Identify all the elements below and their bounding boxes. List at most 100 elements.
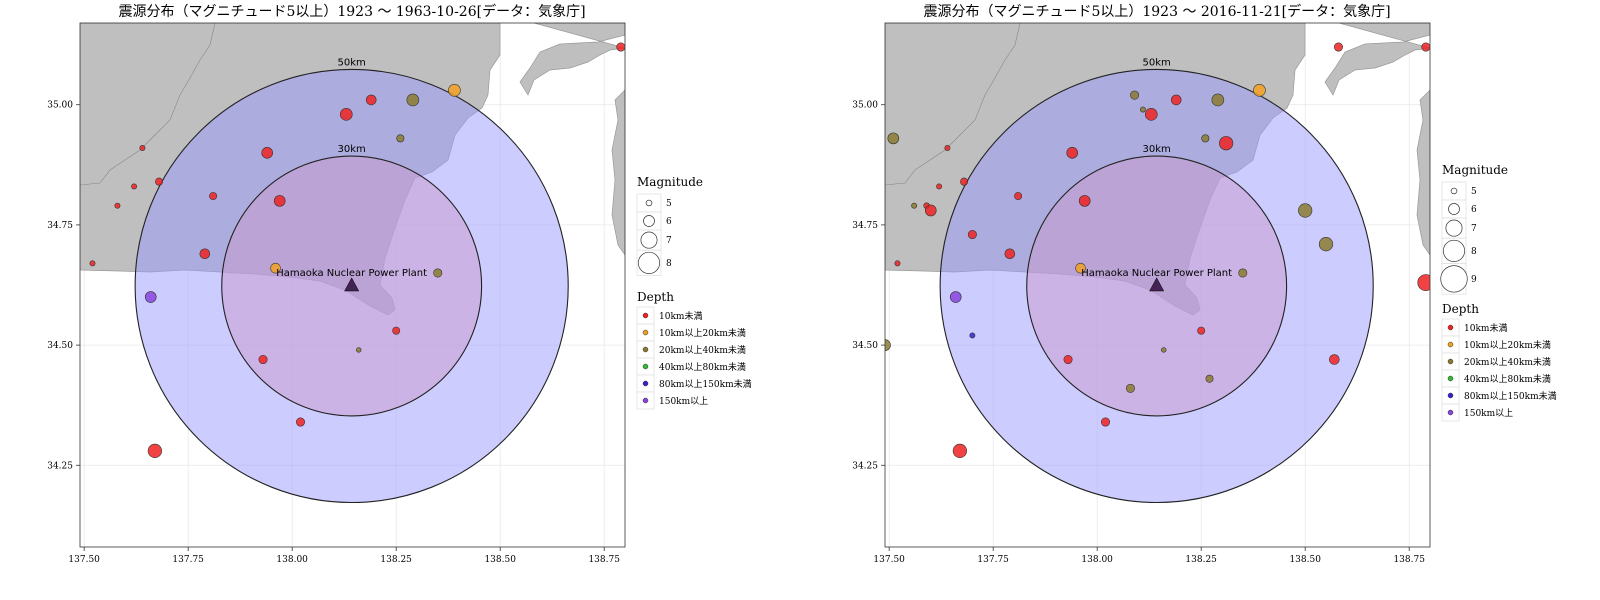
land-mass [1324,23,1430,96]
quake-point [1421,42,1430,52]
quake-point [911,202,918,209]
depth-legend: Depth 10km未満 10km以上20km未満 20km以上40km未満 40km… [636,290,752,410]
quake-point [1014,192,1023,201]
depth-legend-label: 150km以上 [659,396,708,407]
depth-legend-label: 10km以上20km未満 [1464,339,1551,351]
depth-legend-label: 10km未満 [659,310,702,322]
quake-point [1197,326,1206,335]
quake-point [969,332,976,339]
magnitude-legend-label: 5 [666,199,672,209]
quake-point [949,291,962,303]
depth-legend-title: Depth [1442,302,1479,316]
quake-point [139,145,146,151]
depth-legend-dot [1447,409,1454,416]
x-tick-label: 138.50 [484,555,516,565]
y-tick-label: 34.75 [852,221,878,231]
quake-point [155,177,164,186]
x-tick-label: 138.50 [1289,555,1321,565]
quake-point [1333,42,1343,52]
x-tick-label: 138.75 [588,555,620,565]
quake-point [1211,93,1225,107]
x-tick-label: 138.75 [1393,555,1425,565]
coastline [80,23,216,186]
depth-legend-label: 80km以上150km未満 [659,378,752,390]
depth-legend-label: 20km以上40km未満 [1464,356,1551,368]
magnitude-legend-title: Magnitude [1442,163,1508,177]
depth-legend-title: Depth [637,290,674,304]
magnitude-legend-label: 5 [1471,187,1477,197]
magnitude-legend-label: 8 [666,259,672,269]
quake-point [270,262,281,274]
quake-point [1125,383,1135,393]
y-tick-label: 35.00 [47,101,73,111]
quake-point [1130,90,1140,100]
magnitude-legend-label: 7 [1471,224,1477,234]
depth-legend-dot [1447,341,1454,348]
magnitude-legend-circle [640,231,658,249]
quake-point [1318,237,1334,252]
ring-label: 50km [1143,57,1171,68]
y-tick-label: 35.00 [852,101,878,111]
x-tick-label: 137.75 [172,555,204,565]
quake-point [936,183,943,190]
quake-points [885,42,1430,458]
quake-point [1063,355,1073,365]
quake-point [356,347,362,353]
depth-legend-label: 10km以上20km未満 [659,327,746,339]
quake-point [295,417,305,427]
x-tick-label: 137.50 [873,555,905,565]
quake-point [1004,248,1016,260]
quake-point [131,183,138,190]
quake-point [944,145,951,151]
quake-point [199,248,211,260]
magnitude-legend-label: 6 [666,217,672,227]
depth-legend-label: 150km以上 [1464,408,1513,419]
magnitude-legend-circle [1442,239,1466,262]
quake-point [1139,106,1146,113]
x-tick-label: 138.00 [1081,555,1113,565]
quake-point [1298,203,1313,218]
quake-point [967,230,977,240]
plant-label: Hamaoka Nuclear Power Plant [276,268,427,279]
y-axis: 34.25 34.50 34.75 35.00 [852,101,885,471]
magnitude-legend-circle [645,199,653,207]
coastline [885,23,1021,186]
depth-legend-dot [1447,392,1454,399]
map-panel-left: 震源分布（マグニチュード5以上）1923 ～ 1963-10-26[データ：気象… [47,3,751,565]
depth-legend-dot [642,380,649,387]
depth-legend-label: 80km以上150km未満 [1464,390,1557,402]
magnitude-legend-label: 9 [1471,275,1477,285]
quake-point [1238,268,1248,278]
magnitude-legend-label: 7 [666,236,672,246]
quake-point [924,204,937,217]
quake-point [261,146,274,159]
quake-point [952,443,967,458]
x-tick-label: 138.00 [276,555,308,565]
nuclear-plant-triangle-icon [1149,277,1165,292]
depth-legend-dot [642,363,649,370]
y-axis: 34.25 34.50 34.75 35.00 [47,101,80,471]
magnitude-legend-circle [1445,219,1463,237]
magnitude-legend-circle [643,215,655,227]
magnitude-legend-label: 6 [1471,205,1477,215]
magnitude-legend-circle [1448,203,1460,215]
quake-point [433,268,443,278]
quake-point [1144,108,1158,121]
y-tick-label: 34.50 [852,341,878,351]
quake-point [1219,136,1234,151]
quake-point [894,260,901,267]
ring-label: 30km [1143,144,1171,155]
panel-title: 震源分布（マグニチュード5以上）1923 ～ 1963-10-26[データ：気象… [118,3,585,20]
magnitude-legend-circle [637,251,661,274]
y-tick-label: 34.25 [852,461,878,471]
depth-legend-dot [642,312,649,319]
quake-point [89,260,96,267]
quake-point [1066,146,1079,159]
depth-legend-label: 40km以上80km未満 [659,361,746,373]
land-mass [1416,89,1430,256]
quake-point [1078,195,1091,207]
y-tick-label: 34.25 [47,461,73,471]
quake-points [89,42,625,458]
map-panel-right: 震源分布（マグニチュード5以上）1923 ～ 2016-11-21[データ：気象… [852,3,1556,565]
